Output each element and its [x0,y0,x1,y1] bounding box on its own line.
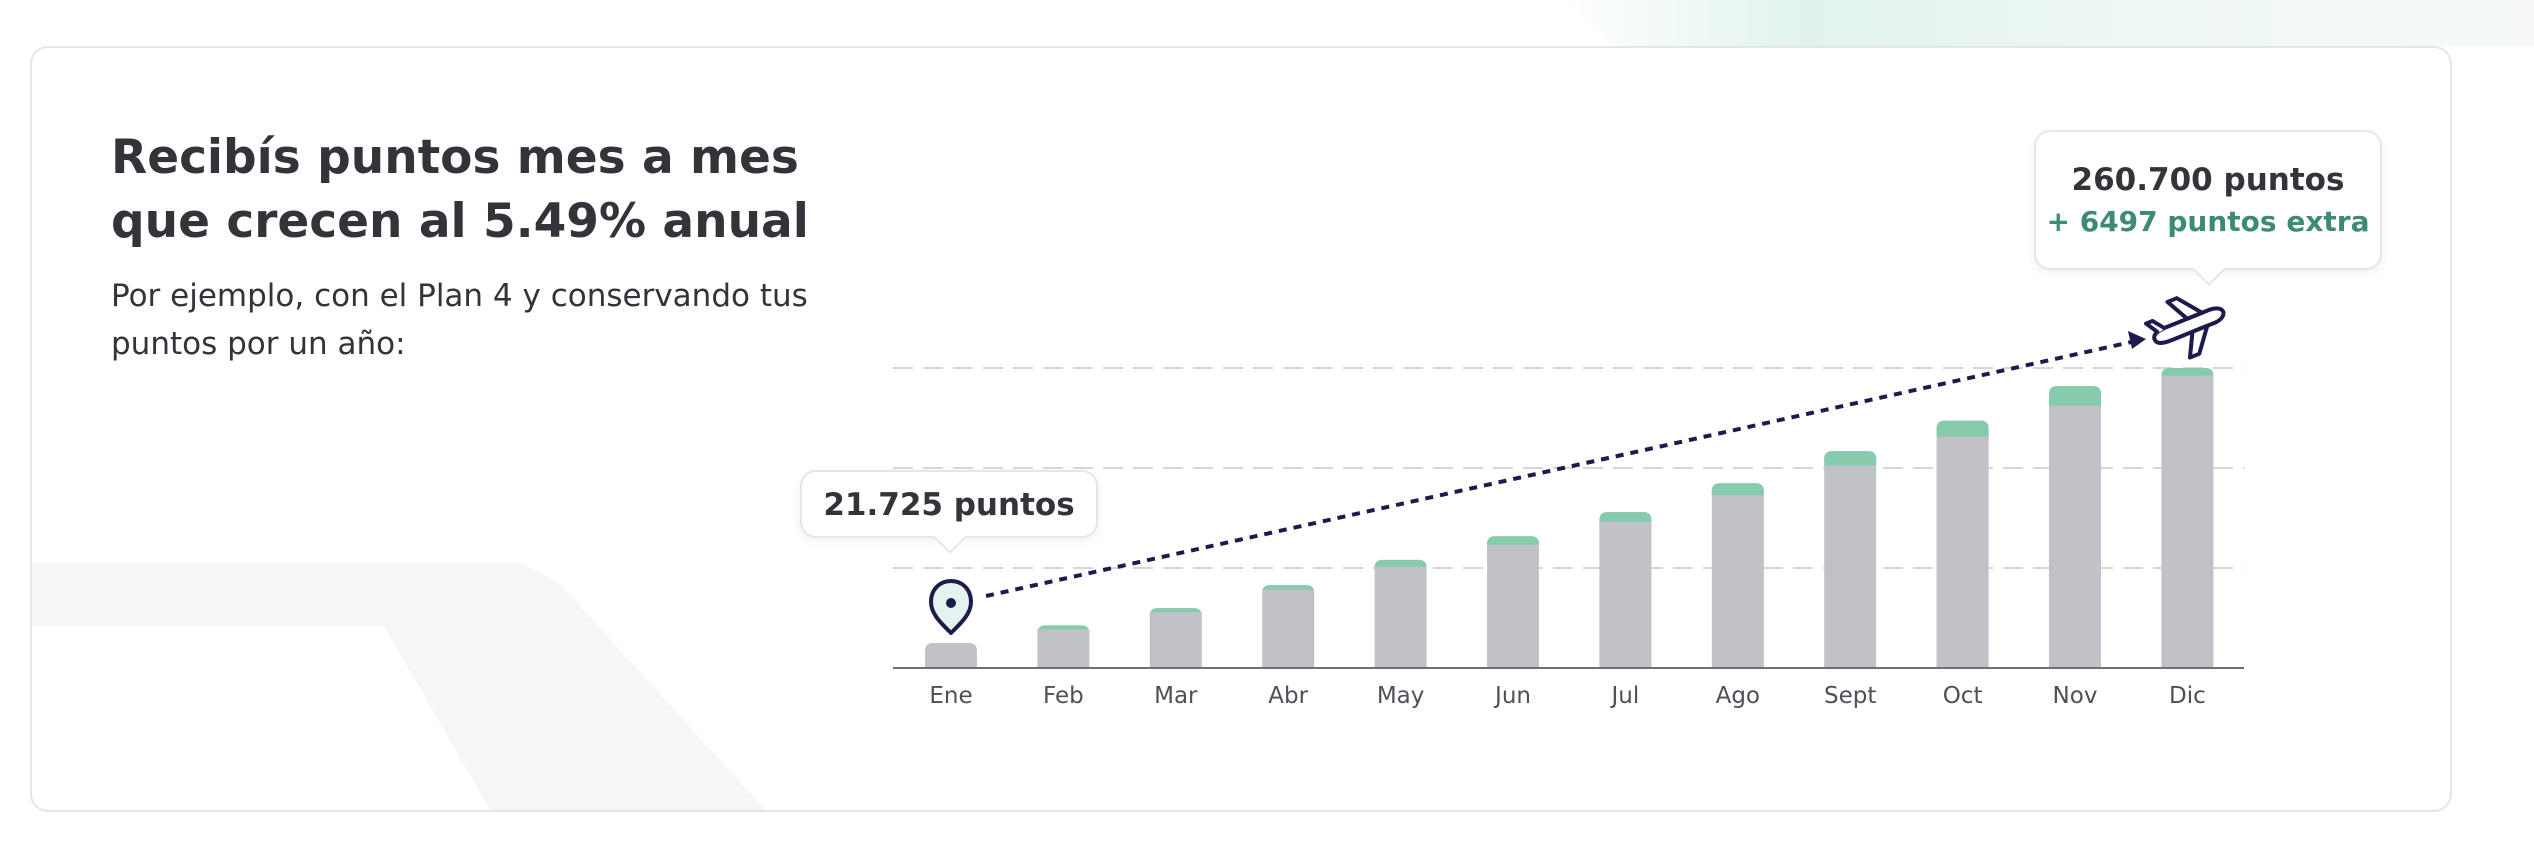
bar-extra-Feb [1037,625,1090,634]
bar-extra-Sept [1824,451,1877,466]
end-points-extra: + 6497 puntos extra [2046,205,2370,238]
bar-Jun [1487,536,1539,668]
x-tick-label: Dic [2169,683,2206,709]
bar-Dic [2161,368,2214,668]
grid-lines [893,367,2244,569]
subtext: Por ejemplo, con el Plan 4 y conservando… [111,278,808,362]
x-tick-label: Sept [1824,683,1876,709]
x-tick-label: Feb [1043,683,1084,709]
x-tick-label: Abr [1268,683,1308,709]
x-tick-label: Ene [929,683,972,709]
start-points-callout: 21.725 puntos [800,470,1098,554]
bar-Feb [1037,625,1090,668]
x-tick-label: Nov [2053,683,2098,709]
bar-Jul [1599,512,1652,668]
start-points-label: 21.725 puntos [823,487,1075,523]
x-tick-label: May [1377,683,1425,709]
bar-extra-Nov [2049,386,2101,406]
end-points-total: 260.700 puntos [2071,162,2345,198]
bar-extra-Ago [1711,483,1764,496]
bar-extra-Oct [1936,420,1989,437]
bar-extra-Abr [1262,585,1315,594]
bar-Sept [1824,451,1877,668]
bar-Abr [1262,585,1315,668]
bar-extra-Jul [1599,512,1652,522]
bar-Ene [925,643,977,668]
bar-Mar [1149,608,1202,668]
growth-arrow-head [2128,331,2146,349]
bars [925,368,2214,668]
bar-Nov [2049,386,2101,668]
end-points-callout: 260.700 puntos + 6497 puntos extra [2034,130,2382,286]
x-tick-label: Oct [1943,683,1983,709]
bar-extra-May [1374,559,1427,568]
x-axis-labels: Ene Feb Mar Abr May Jun Jul Ago Sept Oct Nov Dic [929,683,2205,709]
growth-arrow [985,339,2137,598]
map-pin-icon [929,579,973,635]
x-tick-label: Mar [1154,683,1198,709]
airplane-icon [2144,296,2226,360]
x-tick-label: Jul [1610,683,1640,709]
bar-extra-Dic [2161,368,2214,376]
bar-Oct [1936,420,1989,668]
bar-Ago [1711,483,1764,668]
bar-extra-Mar [1149,608,1202,617]
bar-May [1374,559,1427,668]
headline: Recibís puntos mes a mes que crecen al 5… [111,130,809,249]
bar-extra-Jun [1487,536,1539,545]
x-tick-label: Ago [1716,683,1760,709]
x-tick-label: Jun [1493,683,1531,709]
top-decoration [1560,0,2534,46]
